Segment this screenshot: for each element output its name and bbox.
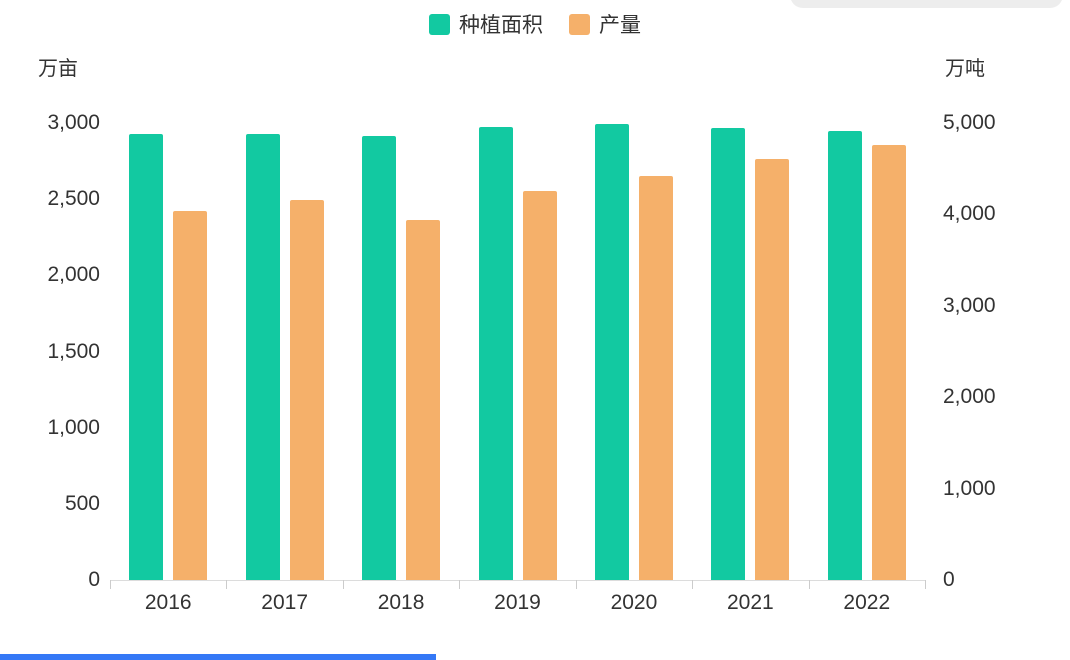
x-axis-label: 2018 [377, 591, 425, 614]
x-axis-tick [808, 580, 810, 589]
legend-item-yield[interactable]: 产量 [569, 9, 641, 39]
bar-yield-2021[interactable] [755, 159, 790, 580]
bar-yield-2022[interactable] [871, 144, 906, 580]
right-axis-tick-label: 2,000 [943, 385, 996, 409]
x-axis-tick [692, 580, 694, 589]
bar-area-2017[interactable] [245, 133, 280, 580]
left-axis-tick-label: 2,500 [47, 187, 100, 211]
x-axis-tick [575, 580, 577, 589]
toolbar-fragment [790, 0, 1063, 8]
left-axis-tick-label: 3,000 [47, 111, 100, 134]
x-axis-tick [459, 580, 461, 589]
x-axis-label: 2017 [261, 591, 308, 614]
legend-swatch-yield-icon [569, 13, 590, 35]
legend-label: 种植面积 [459, 14, 543, 37]
legend-label: 产量 [599, 14, 641, 37]
right-axis-tick-label: 0 [943, 568, 955, 591]
x-axis-tick [226, 580, 228, 589]
right-axis-tick-label: 4,000 [943, 202, 996, 226]
right-axis-tick-label: 1,000 [943, 476, 996, 500]
bar-yield-2017[interactable] [289, 199, 324, 580]
bar-area-2021[interactable] [711, 128, 746, 580]
left-axis-title: 万亩 [38, 58, 78, 80]
left-axis-tick-label: 0 [88, 568, 100, 591]
left-axis-tick-label: 500 [64, 491, 100, 515]
bar-yield-2019[interactable] [522, 191, 557, 580]
bar-area-2022[interactable] [827, 131, 862, 580]
x-axis-label: 2020 [610, 591, 658, 614]
x-axis-label: 2019 [494, 591, 541, 614]
right-axis-tick-label: 5,000 [943, 111, 996, 134]
x-axis-label: 2022 [843, 591, 891, 614]
left-axis-tick-label: 1,500 [47, 339, 100, 363]
chart-legend: 种植面积 产量 [0, 9, 1070, 39]
x-axis-label: 2021 [726, 591, 774, 614]
legend-swatch-area-icon [429, 13, 450, 35]
x-axis-tick [925, 580, 926, 589]
left-axis-tick-label: 2,000 [47, 263, 100, 287]
bar-yield-2016[interactable] [173, 210, 208, 580]
right-axis-title: 万吨 [945, 58, 985, 80]
bar-yield-2020[interactable] [638, 176, 673, 580]
x-axis-label: 2016 [144, 591, 192, 614]
bottom-scroll-indicator [0, 654, 436, 660]
bar-area-2018[interactable] [362, 135, 397, 580]
bar-area-2019[interactable] [478, 126, 513, 580]
left-axis-tick-label: 1,000 [47, 415, 100, 439]
bar-yield-2018[interactable] [406, 219, 441, 580]
bar-area-2020[interactable] [594, 123, 629, 580]
right-axis-tick-label: 3,000 [943, 293, 996, 317]
legend-item-area[interactable]: 种植面积 [429, 9, 543, 39]
bar-area-2016[interactable] [129, 133, 164, 580]
x-axis-line [110, 580, 925, 581]
x-axis-tick [110, 580, 111, 589]
x-axis-tick [342, 580, 344, 589]
